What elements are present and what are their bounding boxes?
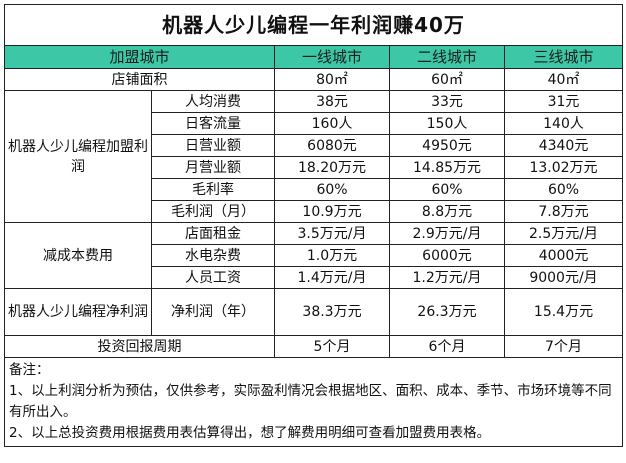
- header-join-city: 加盟城市: [4, 45, 275, 69]
- table-cell: 1.0万元: [274, 244, 390, 267]
- row-label-daily-revenue: 日营业额: [151, 134, 275, 157]
- table-cell: 140人: [503, 112, 624, 135]
- table-cell: 1.4万元/月: [274, 266, 390, 289]
- table-cell: 15.4万元: [503, 288, 624, 336]
- row-label-avg-spend: 人均消费: [151, 90, 275, 113]
- table-cell: 9000元/月: [503, 266, 624, 289]
- table-cell: 6000元: [389, 244, 505, 267]
- cell-area-tier1: 80㎡: [274, 68, 390, 91]
- table-cell: 4950元: [389, 134, 505, 157]
- group-label-cost-deduction: 减成本费用: [4, 222, 152, 289]
- table-cell: 4000元: [503, 244, 624, 267]
- cell-payback-tier3: 7个月: [503, 335, 624, 358]
- row-label-gross-profit-month: 毛利润（月）: [151, 200, 275, 223]
- notes-line-2: 2、以上总投资费用根据费用表估算得出，想了解费用明细可查看加盟费用表格。: [9, 425, 491, 441]
- table-cell: 1.2万元/月: [389, 266, 505, 289]
- cell-payback-tier2: 6个月: [389, 335, 505, 358]
- header-tier3-city: 三线城市: [503, 45, 624, 69]
- table-cell: 8.8万元: [389, 200, 505, 223]
- table-cell: 18.20万元: [274, 156, 390, 179]
- table-cell: 2.9万元/月: [389, 222, 505, 245]
- row-label-rent: 店面租金: [151, 222, 275, 245]
- table-cell: 7.8万元: [503, 200, 624, 223]
- header-tier2-city: 二线城市: [389, 45, 505, 69]
- notes-block: 备注： 1、以上利润分析为预估，仅供参考，实际盈利情况会根据地区、面积、成本、季…: [3, 357, 624, 447]
- row-label-store-area: 店铺面积: [4, 68, 275, 91]
- table-cell: 38.3万元: [274, 288, 390, 336]
- group-label-net-profit: 机器人少儿编程净利润: [4, 288, 152, 336]
- table-cell: 33元: [389, 90, 505, 113]
- notes-line-1: 1、以上利润分析为预估，仅供参考，实际盈利情况会根据地区、面积、成本、季节、市场…: [9, 383, 612, 420]
- table-cell: 2.5万元/月: [503, 222, 624, 245]
- cell-payback-tier1: 5个月: [274, 335, 390, 358]
- header-tier1-city: 一线城市: [274, 45, 390, 69]
- table-cell: 14.85万元: [389, 156, 505, 179]
- table-title: 机器人少儿编程一年利润赚40万: [3, 4, 624, 46]
- cell-area-tier3: 40㎡: [503, 68, 624, 91]
- table-cell: 150人: [389, 112, 505, 135]
- row-label-daily-traffic: 日客流量: [151, 112, 275, 135]
- row-label-gross-margin: 毛利率: [151, 178, 275, 201]
- table-cell: 10.9万元: [274, 200, 390, 223]
- cell-area-tier2: 60㎡: [389, 68, 505, 91]
- table-cell: 26.3万元: [389, 288, 505, 336]
- profit-table: 机器人少儿编程一年利润赚40万 加盟城市 一线城市 二线城市 三线城市 店铺面积…: [3, 4, 624, 447]
- row-label-payback-period: 投资回报周期: [4, 335, 275, 358]
- row-label-monthly-revenue: 月营业额: [151, 156, 275, 179]
- table-cell: 13.02万元: [503, 156, 624, 179]
- table-cell: 3.5万元/月: [274, 222, 390, 245]
- table-cell: 160人: [274, 112, 390, 135]
- row-label-utilities: 水电杂费: [151, 244, 275, 267]
- table-cell: 4340元: [503, 134, 624, 157]
- table-cell: 31元: [503, 90, 624, 113]
- row-label-salaries: 人员工资: [151, 266, 275, 289]
- table-cell: 60%: [389, 178, 505, 201]
- table-cell: 6080元: [274, 134, 390, 157]
- table-cell: 38元: [274, 90, 390, 113]
- table-cell: 60%: [274, 178, 390, 201]
- table-cell: 60%: [503, 178, 624, 201]
- notes-heading: 备注：: [9, 362, 50, 378]
- group-label-franchise-profit: 机器人少儿编程加盟利润: [4, 90, 152, 223]
- row-label-net-profit-year: 净利润（年）: [151, 288, 275, 336]
